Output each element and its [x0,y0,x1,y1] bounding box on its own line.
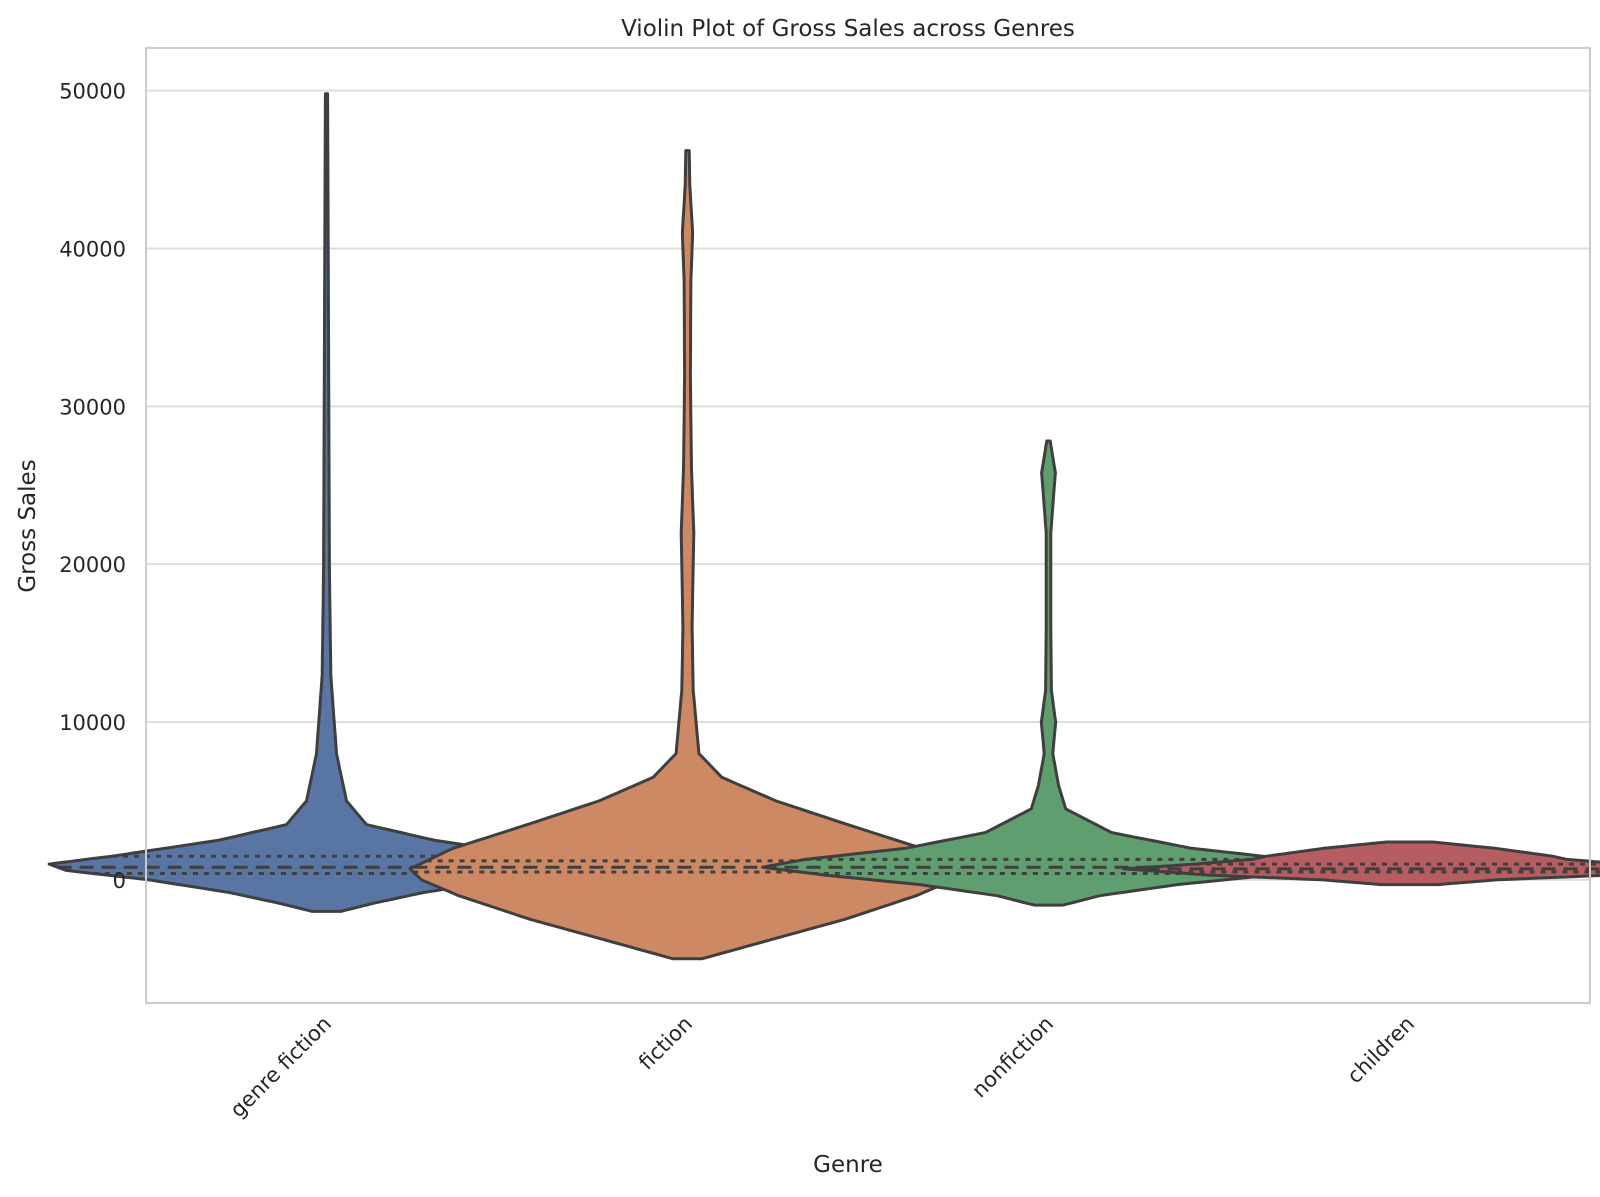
y-tick-label: 0 [113,869,126,893]
y-tick-label: 10000 [59,711,126,735]
y-tick-label: 20000 [59,553,126,577]
chart-title: Violin Plot of Gross Sales across Genres [621,16,1075,42]
x-axis-label: Genre [813,1152,883,1178]
y-tick-label: 40000 [59,237,126,261]
y-tick-label: 30000 [59,395,126,419]
y-axis-label: Gross Sales [15,459,41,592]
y-tick-label: 50000 [59,80,126,104]
